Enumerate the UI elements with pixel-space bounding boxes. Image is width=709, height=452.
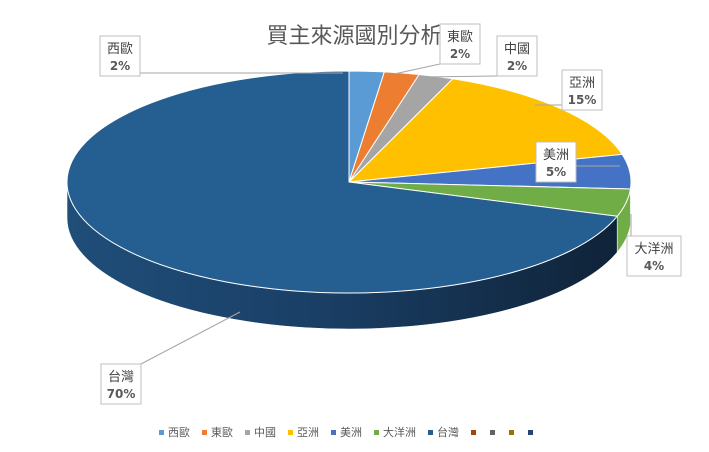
data-label-category: 西歐 — [107, 42, 133, 57]
legend-label: 西歐 — [168, 425, 190, 439]
legend-item-taiwan[interactable]: 台灣 — [428, 425, 459, 439]
data-label-americas: 美洲 5% — [535, 141, 620, 183]
legend-marker — [288, 430, 293, 435]
data-label-category: 美洲 — [543, 148, 569, 163]
legend-marker — [471, 430, 476, 435]
legend-item-west-europe[interactable]: 西歐 — [159, 425, 190, 439]
data-label-oceania: 大洋洲 4% — [626, 214, 682, 277]
data-label-category: 中國 — [504, 42, 530, 57]
legend-marker — [202, 430, 207, 435]
data-label-category: 亞洲 — [569, 76, 595, 91]
legend-item-china[interactable]: 中國 — [245, 426, 276, 439]
data-label-category: 台灣 — [108, 370, 134, 385]
data-label-taiwan: 台灣 70% — [100, 311, 241, 405]
legend-marker — [159, 430, 164, 435]
legend-marker — [509, 430, 514, 435]
data-label-value: 4% — [644, 259, 664, 273]
legend-marker — [528, 430, 533, 435]
legend-item-blank[interactable] — [490, 430, 495, 435]
legend-marker — [490, 430, 495, 435]
data-label-box — [100, 363, 142, 405]
legend-item-oceania[interactable]: 大洋洲 — [374, 425, 416, 439]
data-label-box — [99, 35, 141, 77]
legend-marker — [374, 430, 379, 435]
legend-marker — [331, 430, 336, 435]
data-label-value: 5% — [546, 165, 566, 179]
slice-taiwan[interactable] — [66, 70, 619, 294]
legend-label: 中國 — [254, 426, 276, 439]
legend-item-americas[interactable]: 美洲 — [331, 426, 362, 439]
legend-label: 台灣 — [437, 425, 459, 439]
legend-marker — [245, 430, 250, 435]
leader-line — [140, 311, 241, 365]
data-label-box — [561, 69, 603, 111]
data-label-category: 大洋洲 — [634, 242, 673, 257]
data-label-box — [626, 235, 682, 277]
data-label-box — [439, 23, 481, 65]
chart-title: 買主來源國別分析 — [266, 24, 443, 49]
leader-line — [393, 63, 441, 75]
data-label-china: 中國 2% — [420, 35, 538, 78]
data-label-west-europe: 西歐 2% — [99, 35, 343, 77]
legend-label: 美洲 — [340, 426, 362, 439]
legend-label: 大洋洲 — [383, 425, 416, 439]
data-label-category: 東歐 — [447, 29, 473, 45]
legend-item-blank[interactable] — [509, 430, 514, 435]
legend-item-asia[interactable]: 亞洲 — [288, 426, 319, 439]
data-label-value: 2% — [507, 59, 527, 73]
data-label-east-europe: 東歐 2% — [393, 23, 481, 75]
legend-label: 東歐 — [211, 425, 233, 439]
data-label-value: 2% — [110, 59, 130, 73]
leader-line — [420, 75, 498, 78]
legend-marker — [428, 430, 433, 435]
legend-item-blank[interactable] — [528, 430, 533, 435]
legend-item-blank[interactable] — [471, 430, 476, 435]
data-label-value: 2% — [450, 47, 470, 61]
data-label-box — [535, 141, 577, 183]
legend-item-east-europe[interactable]: 東歐 — [202, 425, 233, 439]
data-label-value: 70% — [107, 387, 136, 401]
data-label-value: 15% — [568, 93, 597, 107]
data-label-asia: 亞洲 15% — [535, 69, 603, 111]
data-label-box — [496, 35, 538, 77]
legend-label: 亞洲 — [297, 426, 319, 439]
